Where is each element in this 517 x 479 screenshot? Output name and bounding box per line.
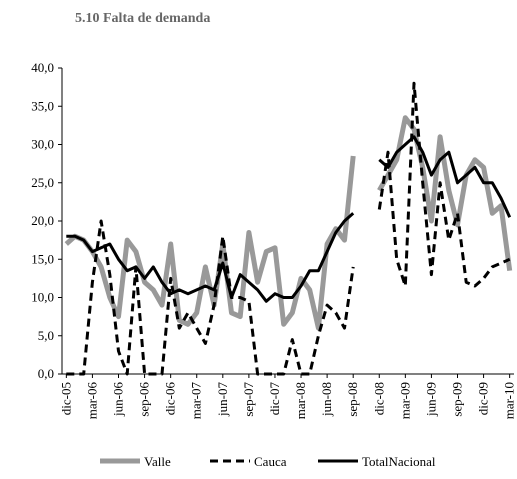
x-tick-label: mar-06 [84, 382, 99, 420]
x-tick-label: jun-09 [423, 382, 438, 417]
x-tick-label: dic-06 [163, 382, 178, 416]
y-tick-label: 0,0 [38, 366, 54, 381]
x-tick-label: sep-07 [241, 382, 256, 417]
x-tick-label: dic-05 [58, 382, 73, 415]
y-tick-label: 30,0 [31, 137, 54, 152]
series-line [66, 81, 511, 376]
x-tick-label: dic-08 [371, 382, 386, 415]
y-tick-label: 15,0 [31, 251, 54, 266]
x-tick-label: sep-09 [450, 382, 465, 417]
y-tick-label: 5,0 [38, 328, 54, 343]
x-tick-label: mar-09 [397, 382, 412, 419]
x-tick-label: jun-08 [319, 382, 334, 417]
x-tick-label: jun-06 [111, 382, 126, 417]
x-tick-label: sep-06 [137, 382, 152, 417]
y-tick-label: 35,0 [31, 98, 54, 113]
series-line [64, 115, 513, 331]
y-tick-label: 20,0 [31, 213, 54, 228]
series-line [66, 135, 512, 303]
y-tick-label: 25,0 [31, 175, 54, 190]
x-tick-label: mar-10 [502, 382, 517, 419]
x-tick-label: mar-08 [293, 382, 308, 419]
legend-label: Valle [144, 454, 171, 469]
chart-title: 5.10 Falta de demanda [75, 11, 210, 26]
x-tick-label: dic-07 [267, 382, 282, 416]
x-tick-label: sep-08 [345, 382, 360, 417]
legend-label: Cauca [254, 454, 287, 469]
y-tick-label: 10,0 [31, 290, 54, 305]
x-tick-label: jun-07 [215, 382, 230, 417]
x-tick-label: dic-09 [476, 382, 491, 415]
legend-label: TotalNacional [362, 454, 436, 469]
y-tick-label: 40,0 [31, 60, 54, 75]
x-tick-label: mar-07 [189, 382, 204, 420]
